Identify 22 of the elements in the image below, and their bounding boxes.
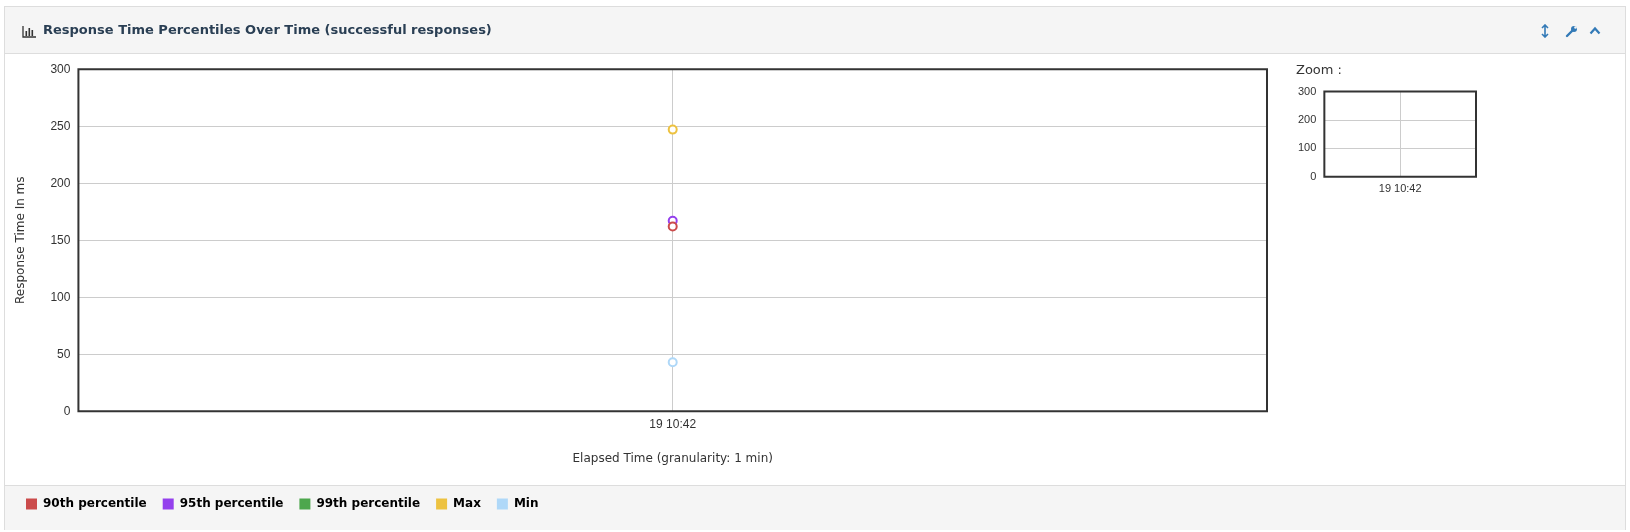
chart-title: Response Time Percentiles Over Time (successful responses) <box>43 22 492 37</box>
x-tick-label: 19 10:42 <box>649 416 697 431</box>
x-axis-title: Elapsed Time (granularity: 1 min) <box>572 450 773 465</box>
y-tick-label: 200 <box>1297 113 1317 126</box>
y-tick-label: 50 <box>57 346 71 361</box>
x-tick-label: 19 10:42 <box>1378 182 1422 195</box>
y-tick-label: 250 <box>50 118 71 133</box>
legend-label: 95th percentile <box>179 496 284 511</box>
y-tick-label: 200 <box>50 175 71 190</box>
y-tick-label: 150 <box>50 232 71 247</box>
chart-title: Zoom : <box>1296 62 1343 77</box>
y-axis-title: Response Time In ms <box>13 176 28 304</box>
y-tick-label: 300 <box>50 61 71 76</box>
y-tick-label: 0 <box>63 403 71 418</box>
y-tick-label: 300 <box>1297 84 1317 97</box>
legend-label: Max <box>453 496 482 511</box>
y-tick-label: 100 <box>1297 141 1317 154</box>
y-tick-label: 0 <box>1310 169 1317 182</box>
legend-label: 90th percentile <box>43 496 147 511</box>
legend-label: Min <box>513 496 539 511</box>
y-tick-label: 100 <box>50 289 71 304</box>
legend-label: 99th percentile <box>316 496 421 511</box>
